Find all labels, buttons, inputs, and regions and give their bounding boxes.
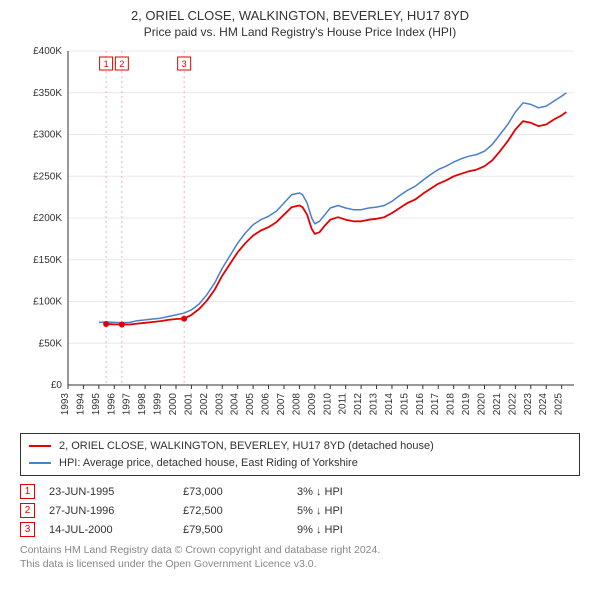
svg-text:£200K: £200K (33, 213, 62, 224)
sale-marker-box: 3 (20, 522, 35, 537)
sale-price: £73,000 (183, 486, 283, 498)
legend-label-hpi: HPI: Average price, detached house, East… (59, 455, 358, 472)
attribution-line-1: Contains HM Land Registry data © Crown c… (20, 543, 580, 557)
svg-text:2: 2 (119, 59, 124, 69)
sale-date: 23-JUN-1995 (49, 486, 169, 498)
attribution-line-2: This data is licensed under the Open Gov… (20, 557, 580, 571)
chart: £0 £50K £100K £150K £200K £250K £300K £350K £400… (20, 45, 580, 425)
sale-row: 1 23-JUN-1995 £73,000 3% ↓ HPI (20, 482, 580, 501)
svg-text:2006: 2006 (261, 393, 272, 416)
svg-text:1994: 1994 (75, 393, 86, 416)
attribution: Contains HM Land Registry data © Crown c… (20, 543, 580, 571)
legend-label-property: 2, ORIEL CLOSE, WALKINGTON, BEVERLEY, HU… (59, 438, 434, 455)
sales-table: 1 23-JUN-1995 £73,000 3% ↓ HPI 2 27-JUN-1996 £… (20, 482, 580, 539)
svg-text:2022: 2022 (507, 393, 518, 416)
svg-text:2011: 2011 (338, 393, 349, 415)
chart-title: 2, ORIEL CLOSE, WALKINGTON, BEVERLEY, HU… (10, 8, 590, 23)
svg-text:2025: 2025 (554, 393, 565, 416)
legend: 2, ORIEL CLOSE, WALKINGTON, BEVERLEY, HU… (20, 433, 580, 476)
chart-subtitle: Price paid vs. HM Land Registry's House … (10, 25, 590, 39)
svg-text:2009: 2009 (307, 393, 318, 416)
svg-text:2015: 2015 (399, 393, 410, 416)
svg-text:2019: 2019 (461, 393, 472, 416)
sale-marker-box: 1 (20, 484, 35, 499)
chart-svg: £0 £50K £100K £150K £200K £250K £300K £350K £400… (20, 45, 580, 425)
sale-diff: 5% ↓ HPI (297, 505, 417, 517)
svg-text:1: 1 (104, 59, 109, 69)
svg-text:1995: 1995 (91, 393, 102, 416)
svg-text:1999: 1999 (153, 393, 164, 416)
sale-diff: 9% ↓ HPI (297, 524, 417, 536)
legend-swatch-property (29, 445, 51, 447)
svg-text:2005: 2005 (245, 393, 256, 416)
svg-text:£0: £0 (51, 380, 63, 391)
svg-text:2008: 2008 (291, 393, 302, 416)
svg-text:£50K: £50K (39, 338, 63, 349)
sale-date: 14-JUL-2000 (49, 524, 169, 536)
svg-text:2023: 2023 (523, 393, 534, 416)
svg-text:2016: 2016 (415, 393, 426, 416)
sale-diff: 3% ↓ HPI (297, 486, 417, 498)
legend-item-hpi: HPI: Average price, detached house, East… (29, 455, 571, 472)
svg-text:£150K: £150K (33, 255, 62, 266)
svg-text:2003: 2003 (214, 393, 225, 416)
svg-text:3: 3 (182, 59, 187, 69)
svg-text:£350K: £350K (33, 88, 62, 99)
svg-text:£400K: £400K (33, 46, 62, 57)
svg-text:2020: 2020 (477, 393, 488, 416)
svg-text:2014: 2014 (384, 393, 395, 416)
svg-text:2002: 2002 (199, 393, 210, 416)
sale-marker-box: 2 (20, 503, 35, 518)
sale-row: 3 14-JUL-2000 £79,500 9% ↓ HPI (20, 520, 580, 539)
svg-text:2024: 2024 (538, 393, 549, 416)
svg-text:1998: 1998 (137, 393, 148, 416)
svg-text:2018: 2018 (446, 393, 457, 416)
legend-item-property: 2, ORIEL CLOSE, WALKINGTON, BEVERLEY, HU… (29, 438, 571, 455)
svg-text:£100K: £100K (33, 297, 62, 308)
svg-text:2013: 2013 (369, 393, 380, 416)
svg-text:1993: 1993 (60, 393, 71, 416)
svg-text:2007: 2007 (276, 393, 287, 416)
sale-date: 27-JUN-1996 (49, 505, 169, 517)
svg-text:£300K: £300K (33, 130, 62, 141)
svg-text:2017: 2017 (430, 393, 441, 416)
legend-swatch-hpi (29, 462, 51, 464)
svg-text:2012: 2012 (353, 393, 364, 416)
svg-text:1997: 1997 (122, 393, 133, 416)
svg-text:2021: 2021 (492, 393, 503, 416)
svg-text:2010: 2010 (322, 393, 333, 416)
sale-price: £72,500 (183, 505, 283, 517)
svg-text:2000: 2000 (168, 393, 179, 416)
sale-price: £79,500 (183, 524, 283, 536)
svg-text:£250K: £250K (33, 171, 62, 182)
sale-row: 2 27-JUN-1996 £72,500 5% ↓ HPI (20, 501, 580, 520)
svg-text:1996: 1996 (106, 393, 117, 416)
svg-text:2001: 2001 (183, 393, 194, 416)
svg-text:2004: 2004 (230, 393, 241, 416)
